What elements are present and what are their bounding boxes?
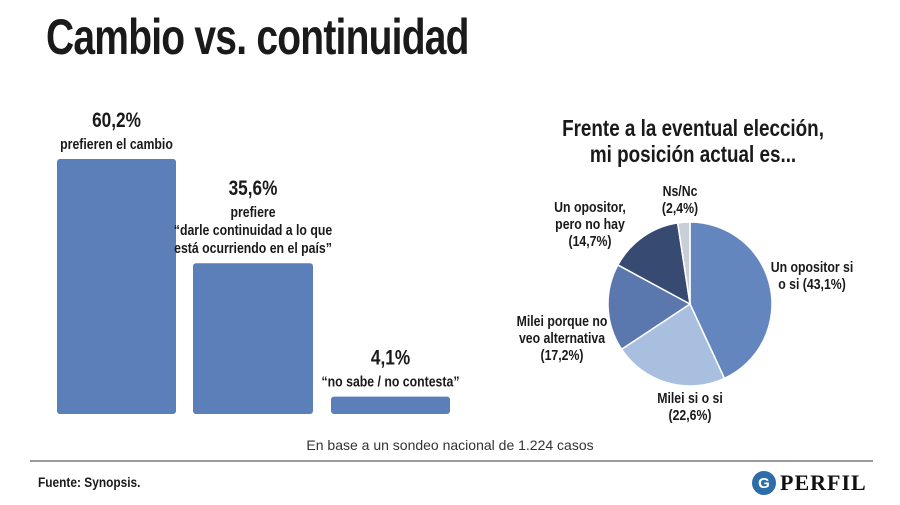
divider	[30, 460, 873, 462]
pie-label-3-1: Milei porque no	[517, 313, 608, 329]
pie-slice-5	[676, 221, 691, 305]
pie-label-4-3: (14,7%)	[568, 233, 611, 249]
pie-label-2-2: (22,6%)	[668, 407, 711, 423]
pie-title-line-1: Frente a la eventual elección,	[562, 116, 824, 141]
perfil-logo: G PERFIL	[752, 470, 867, 496]
pie-label-4-2: pero no hay	[555, 216, 625, 232]
bar-value-label-3: 4,1%	[371, 347, 410, 370]
pie-slice-2	[620, 302, 726, 387]
source-note: Fuente: Synopsis.	[38, 474, 141, 490]
bar-2	[193, 263, 313, 414]
bar-category-label-2-3: está ocurriendo en el país”	[174, 240, 332, 256]
bar-category-label-3-1: “no sabe / no contesta”	[322, 374, 460, 390]
chart-title: Cambio vs. continuidad	[46, 9, 470, 65]
chart-area: 60,2% prefieren el cambio 35,6% prefiere “da…	[57, 110, 854, 423]
bar-value-label-2: 35,6%	[229, 178, 278, 201]
pie-label-3-3: (17,2%)	[540, 347, 583, 363]
bar-category-label-2-2: “darle continuidad a lo que	[174, 222, 333, 238]
bar-1	[57, 159, 176, 414]
pie-label-4-1: Un opositor,	[554, 199, 626, 215]
pie-label-3-2: veo alternativa	[519, 330, 605, 346]
bar-value-label-1: 60,2%	[92, 110, 141, 133]
pie-label-1-1: Un opositor si	[771, 259, 854, 275]
pie-slice-1	[689, 221, 773, 380]
perfil-logo-icon: G	[752, 471, 776, 495]
pie-label-5-2: (2,4%)	[662, 200, 698, 216]
pie-slice-3	[607, 263, 692, 351]
pie-label-1-2: o si (43,1%)	[778, 276, 846, 292]
bar-category-label-2-1: prefiere	[230, 204, 275, 220]
pie-slice-4	[616, 222, 691, 306]
pie-label-5-1: Ns/Nc	[663, 183, 698, 199]
pie-chart: Frente a la eventual elección,mi posició…	[517, 116, 854, 423]
bar-3	[331, 396, 450, 414]
bar-chart: 60,2% prefieren el cambio 35,6% prefiere “da…	[57, 110, 459, 414]
pie-title-line-2: mi posición actual es...	[590, 142, 796, 167]
bar-category-label-1-1: prefieren el cambio	[60, 136, 173, 152]
perfil-logo-text: PERFIL	[780, 470, 867, 495]
footnote: En base a un sondeo nacional de 1.224 ca…	[306, 437, 594, 453]
pie-label-2-1: Milei si o si	[657, 390, 723, 406]
